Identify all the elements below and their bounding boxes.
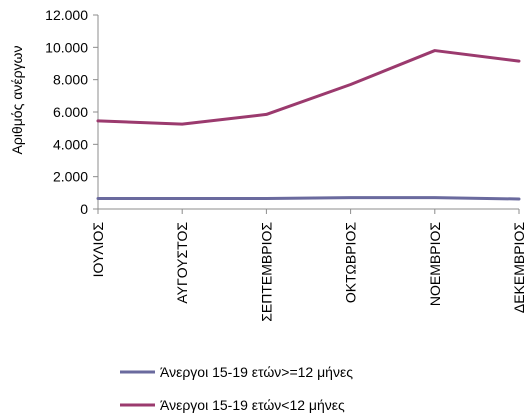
legend: Άνεργοι 15-19 ετών>=12 μήνες Άνεργοι 15-1… — [120, 364, 353, 413]
y-tick-label: 2.000 — [53, 169, 88, 185]
x-tick-label: ΣΕΠΤΕΜΒΡΙΟΣ — [258, 222, 274, 322]
x-tick-label: ΙΟΥΛΙΟΣ — [90, 222, 106, 278]
y-tick-label: 4.000 — [53, 136, 88, 152]
y-tick-label: 10.000 — [45, 39, 88, 55]
y-tick-label: 0 — [80, 201, 88, 217]
x-tick-label: ΝΟΕΜΒΡΙΟΣ — [427, 222, 443, 306]
legend-label-1: Άνεργοι 15-19 ετών>=12 μήνες — [160, 364, 353, 380]
y-axis-label: Αριθμός ανέργων — [9, 46, 25, 155]
series-line-1 — [96, 196, 521, 201]
y-tick-label: 12.000 — [45, 7, 88, 23]
series-lines — [96, 49, 521, 201]
x-axis: ΙΟΥΛΙΟΣ ΑΥΓΟΥΣΤΟΣ ΣΕΠΤΕΜΒΡΙΟΣ ΟΚΤΩΒΡΙΟΣ ΝΟΕΜ… — [90, 208, 527, 322]
y-axis: 0 2.000 4.000 6.000 8.000 10.000 12.000 — [45, 7, 99, 217]
x-tick-label: ΔΕΚΕΜΒΡΙΟΣ — [511, 222, 527, 313]
legend-label-2: Άνεργοι 15-19 ετών<12 μήνες — [160, 397, 345, 413]
y-tick-label: 8.000 — [53, 72, 88, 88]
y-tick-label: 6.000 — [53, 104, 88, 120]
x-tick-label: ΟΚΤΩΒΡΙΟΣ — [343, 222, 359, 303]
series-line-2 — [96, 49, 521, 126]
x-tick-label: ΑΥΓΟΥΣΤΟΣ — [174, 222, 190, 304]
